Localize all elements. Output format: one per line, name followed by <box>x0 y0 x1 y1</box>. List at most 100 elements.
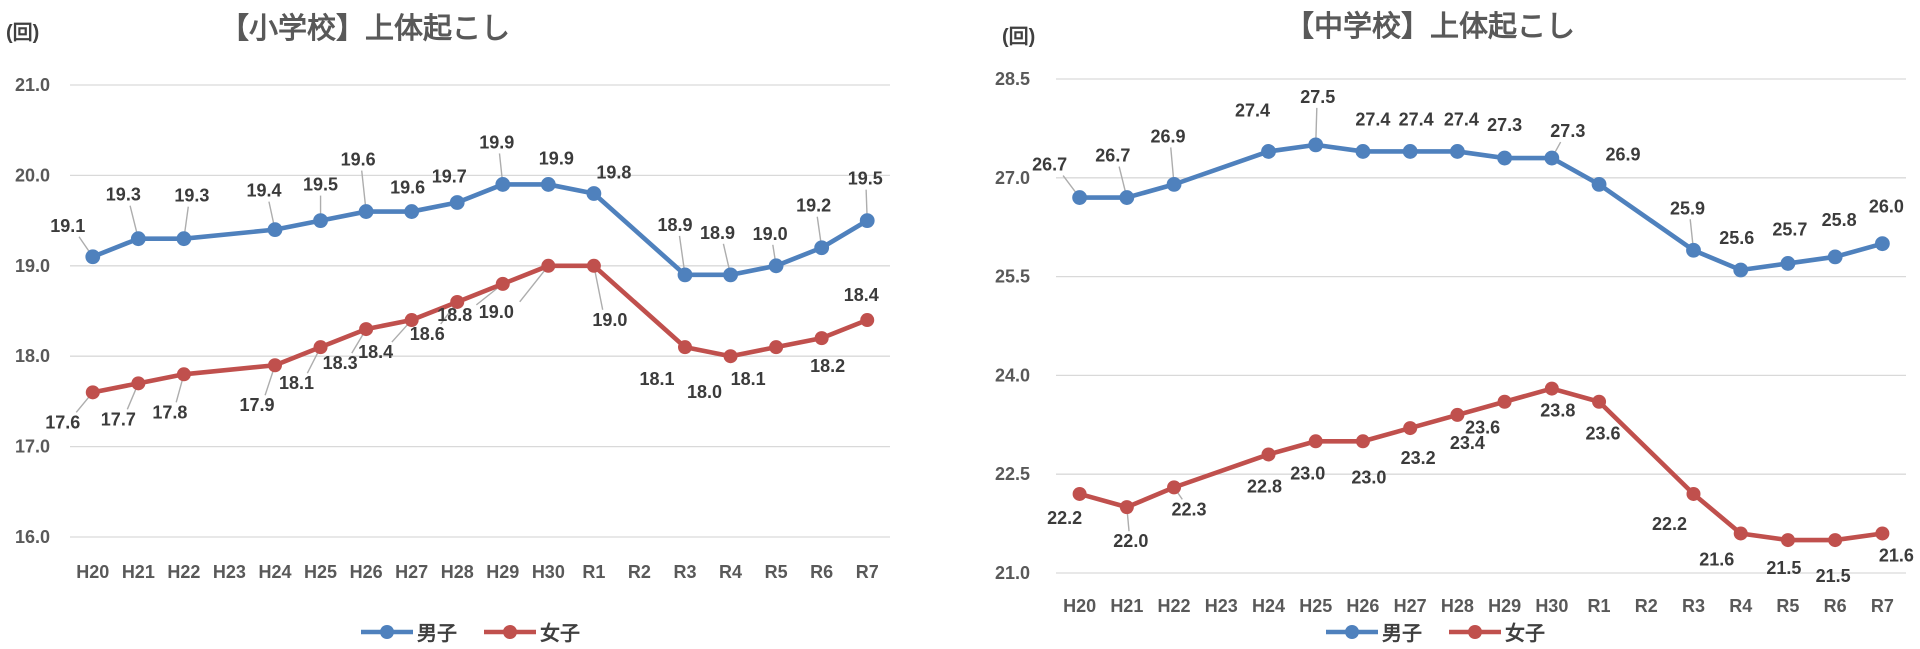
plot-svg: 28.5 27.0 25.5 24.0 22.5 21.0 H20 H21 H22 H23 H24 H… <box>995 69 1914 616</box>
data-point-marker <box>1308 434 1323 449</box>
chart-title: 【小学校】上体起こし <box>219 13 511 45</box>
x-category-label: R6 <box>810 562 833 582</box>
data-label: 27.4 <box>1399 109 1434 129</box>
x-category-label: H25 <box>1299 596 1332 616</box>
data-label: 26.7 <box>1095 146 1130 166</box>
data-label: 21.6 <box>1879 545 1914 565</box>
data-point-marker <box>1355 144 1371 159</box>
data-point-marker <box>814 240 830 256</box>
data-point-marker <box>404 204 420 219</box>
data-point-marker <box>1119 190 1135 205</box>
data-point-marker <box>130 231 146 247</box>
plot-area: 28.5 27.0 25.5 24.0 22.5 21.0 H20 H21 H22 H23 H24 H… <box>950 0 1920 649</box>
data-label: 19.6 <box>390 178 425 198</box>
data-label: 19.9 <box>479 132 514 152</box>
data-label: 19.0 <box>753 224 788 244</box>
data-label: 18.6 <box>410 324 445 344</box>
data-point-marker <box>678 340 692 355</box>
data-point-marker <box>586 258 601 273</box>
x-category-label: H27 <box>1394 596 1427 616</box>
data-label: 23.0 <box>1290 463 1325 483</box>
legend-label-boys: 男子 <box>417 623 457 645</box>
data-point-marker <box>859 213 875 229</box>
data-point-marker <box>404 313 419 328</box>
data-point-marker <box>85 249 101 265</box>
series-line-girls <box>1077 386 1885 543</box>
y-tick-label: 24.0 <box>995 365 1030 385</box>
data-point-marker <box>1119 500 1134 515</box>
chart-title: 【中学校】上体起こし <box>1284 11 1576 43</box>
data-label: 21.5 <box>1816 566 1851 586</box>
x-category-label: H29 <box>1488 596 1521 616</box>
boys-line-marker-swatch <box>1326 624 1378 639</box>
legend-item-girls: 女子 <box>1448 617 1545 646</box>
data-point-marker <box>449 195 465 210</box>
data-point-marker <box>313 213 328 229</box>
data-label: 17.6 <box>45 412 80 432</box>
x-category-label: H27 <box>395 562 428 582</box>
data-point-marker <box>1828 533 1843 548</box>
data-label: 19.5 <box>303 175 338 195</box>
y-axis-unit-label: (回) <box>6 22 40 44</box>
data-label: 26.7 <box>1032 155 1067 175</box>
data-point-marker <box>586 186 602 201</box>
data-point-marker <box>1875 526 1890 541</box>
data-label: 18.1 <box>639 369 674 389</box>
data-label: 19.2 <box>796 196 831 216</box>
y-tick-label: 22.5 <box>995 464 1030 484</box>
data-label: 22.2 <box>1047 508 1082 528</box>
data-point-marker <box>1827 249 1843 265</box>
data-point-marker <box>723 349 738 364</box>
y-tick-label: 28.5 <box>995 69 1030 89</box>
x-category-label: R4 <box>719 562 742 582</box>
data-label: 22.0 <box>1113 531 1148 551</box>
data-label: 18.9 <box>657 215 692 235</box>
data-label: 23.0 <box>1351 467 1386 487</box>
data-point-marker <box>723 267 738 283</box>
data-label: 18.8 <box>437 305 472 325</box>
data-label: 23.2 <box>1401 448 1436 468</box>
data-label: 23.4 <box>1450 433 1485 453</box>
data-point-marker <box>495 177 511 192</box>
data-label: 27.3 <box>1487 115 1522 135</box>
data-label: 19.8 <box>596 162 631 182</box>
data-label: 19.3 <box>106 185 141 205</box>
data-point-marker <box>268 358 282 373</box>
data-label: 17.8 <box>152 402 187 422</box>
data-point-marker <box>495 276 510 291</box>
data-point-marker <box>1733 262 1749 278</box>
x-category-label: H28 <box>441 562 474 582</box>
data-point-marker <box>1308 137 1324 153</box>
data-point-marker <box>860 313 875 328</box>
series-line-boys <box>90 182 870 278</box>
data-label: 25.7 <box>1772 219 1807 239</box>
y-tick-label: 25.5 <box>995 267 1030 287</box>
data-label: 26.0 <box>1869 197 1904 217</box>
x-category-label: H26 <box>1346 596 1379 616</box>
x-category-label: R1 <box>1588 596 1611 616</box>
data-label: 18.4 <box>844 285 879 305</box>
data-label: 21.5 <box>1766 558 1801 578</box>
data-point-marker <box>1591 176 1607 192</box>
data-label: 25.8 <box>1822 210 1857 230</box>
data-label: 25.6 <box>1719 228 1754 248</box>
data-label: 27.4 <box>1355 109 1390 129</box>
data-point-marker <box>1449 144 1465 159</box>
data-label: 18.1 <box>731 369 766 389</box>
data-point-marker <box>1166 176 1182 192</box>
x-category-label: H24 <box>1252 596 1285 616</box>
data-point-marker <box>1780 256 1796 271</box>
data-point-marker <box>1261 447 1276 462</box>
data-point-marker <box>1403 421 1418 436</box>
data-label: 18.9 <box>700 223 735 243</box>
data-point-marker <box>450 294 465 309</box>
data-point-marker <box>677 267 693 283</box>
label-leader-line <box>519 265 549 303</box>
junior-high-school-situps-chart: 28.5 27.0 25.5 24.0 22.5 21.0 H20 H21 H22 H23 H24 H… <box>950 0 1920 649</box>
data-label: 19.0 <box>479 302 514 322</box>
data-label: 27.5 <box>1300 87 1335 107</box>
data-point-marker <box>359 322 374 337</box>
data-label: 25.9 <box>1670 198 1705 218</box>
x-category-label: R5 <box>1776 596 1799 616</box>
data-point-marker <box>313 340 328 355</box>
